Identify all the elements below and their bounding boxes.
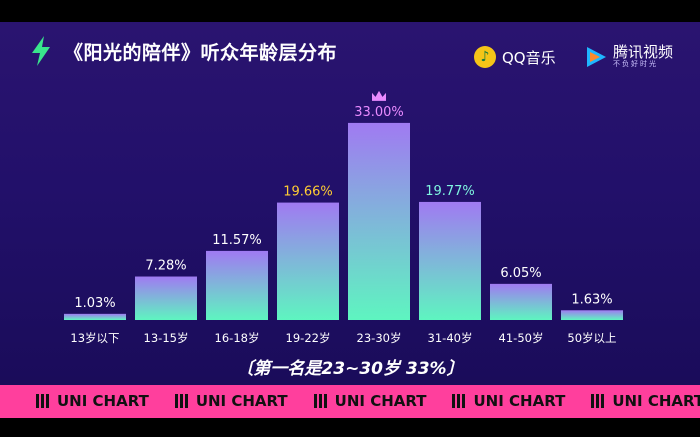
- ticker-label: UNI CHART: [612, 392, 700, 410]
- bar-value-label: 1.63%: [571, 292, 612, 307]
- bar-0: [64, 313, 126, 320]
- category-label: 13岁以下: [70, 331, 119, 345]
- bar-value-label: 19.77%: [425, 184, 475, 199]
- tencent-video-label: 腾讯视频: [613, 43, 674, 61]
- music-note-icon: ♪: [474, 46, 496, 68]
- uni-chart-ticker: UNI CHART UNI CHART UNI CHART UNI CHART UNI …: [0, 385, 700, 418]
- qq-music-logo: ♪ QQ音乐: [474, 46, 556, 68]
- ticker-label: UNI CHART: [57, 392, 149, 410]
- tencent-video-logo: 腾讯视频 不负好时光: [584, 44, 673, 69]
- tencent-video-slogan: 不负好时光: [613, 60, 658, 68]
- bars-icon: [313, 394, 329, 408]
- ticker-label: UNI CHART: [473, 392, 566, 410]
- caption-text: 〔第一名是23~30岁 33%〕: [236, 359, 464, 379]
- bar-1: [135, 276, 197, 320]
- bar-value-label: 1.03%: [74, 296, 115, 311]
- category-label: 31-40岁: [428, 331, 473, 345]
- ticker-item: UNI CHART: [452, 385, 565, 418]
- bars-icon: [36, 394, 51, 408]
- bar-4: [348, 122, 410, 321]
- category-label: 41-50岁: [499, 331, 544, 345]
- bar-value-label: 7.28%: [145, 259, 186, 274]
- letterbox-top: [0, 0, 700, 22]
- bars-icon: [174, 394, 190, 408]
- ticker-item: UNI CHART: [36, 385, 149, 418]
- play-icon: [587, 46, 606, 67]
- ticker-item: UNI CHART: [591, 385, 700, 418]
- bar-value-label: 11.57%: [212, 233, 262, 248]
- bar-5: [419, 201, 481, 320]
- chart-title: 《阳光的陪伴》听众年龄层分布: [64, 42, 338, 64]
- bars-icon: [591, 394, 607, 408]
- bar-2: [206, 250, 268, 320]
- category-label: 23-30岁: [357, 331, 402, 345]
- category-label: 19-22岁: [286, 331, 331, 345]
- category-label: 13-15岁: [144, 331, 189, 345]
- ticker-label: UNI CHART: [195, 392, 288, 410]
- bar-value-label: 19.66%: [283, 185, 333, 200]
- lightning-icon: [32, 36, 50, 66]
- tencent-video-text: 腾讯视频 不负好时光: [613, 44, 673, 69]
- ticker-item: UNI CHART: [313, 385, 427, 418]
- bar-7: [561, 310, 623, 320]
- bar-value-label: 33.00%: [354, 105, 404, 120]
- category-label: 50岁以上: [567, 331, 616, 345]
- bar-3: [277, 202, 339, 320]
- qq-music-label: QQ音乐: [502, 48, 556, 67]
- ticker-label: UNI CHART: [334, 392, 427, 410]
- crown-icon: [372, 90, 386, 101]
- bars-icon: [452, 394, 468, 408]
- bar-value-label: 6.05%: [500, 266, 541, 281]
- category-label: 16-18岁: [215, 331, 260, 345]
- ticker-item: UNI CHART: [174, 385, 288, 418]
- letterbox-bottom: [0, 418, 700, 437]
- bar-6: [490, 283, 552, 320]
